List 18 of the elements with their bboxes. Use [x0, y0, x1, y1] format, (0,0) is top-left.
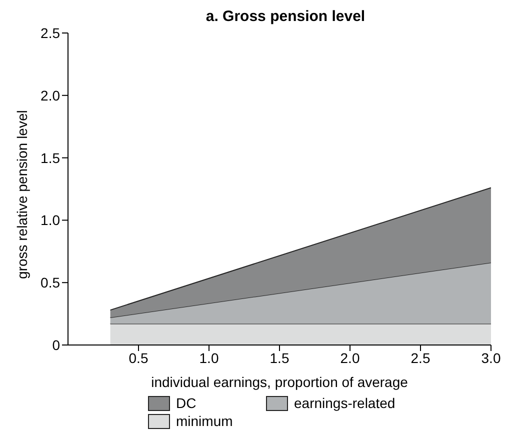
legend-label: earnings-related [294, 395, 396, 411]
x-tick-label: 2.5 [410, 350, 430, 366]
y-tick-label: 0.5 [40, 274, 60, 291]
y-tick-label: 1.0 [40, 212, 60, 228]
x-tick-label: 0.5 [128, 350, 148, 366]
x-tick-label: 1.0 [199, 350, 219, 366]
x-tick-label: 2.0 [340, 350, 360, 366]
y-tick-label: 2.5 [40, 24, 60, 41]
legend-label: minimum [176, 413, 233, 429]
y-axis-title: gross relative pension level [14, 110, 30, 279]
x-axis-title: individual earnings, proportion of average [151, 374, 408, 390]
y-tick-label: 1.5 [40, 150, 60, 166]
chart-title: a. Gross pension level [204, 8, 366, 25]
x-tick-label: 3.0 [481, 350, 501, 366]
x-tick-label: 1.5 [270, 350, 290, 366]
y-tick-label: 2.0 [40, 87, 60, 104]
legend-label: DC [176, 395, 196, 411]
y-tick-label: 0 [52, 336, 60, 353]
